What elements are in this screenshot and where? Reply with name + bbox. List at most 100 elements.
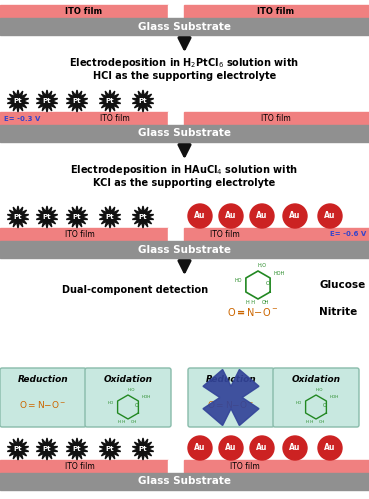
FancyBboxPatch shape <box>273 368 359 427</box>
Text: Glass Substrate: Glass Substrate <box>138 477 231 487</box>
Polygon shape <box>66 206 88 228</box>
Circle shape <box>250 436 274 460</box>
Circle shape <box>219 436 243 460</box>
Bar <box>168 228 184 241</box>
Text: H,O: H,O <box>316 388 323 392</box>
Polygon shape <box>7 206 29 228</box>
Text: OH: OH <box>131 420 137 424</box>
Bar <box>168 5 184 18</box>
Text: H,O: H,O <box>258 263 267 268</box>
Text: HO: HO <box>296 401 302 405</box>
Polygon shape <box>36 206 58 228</box>
Circle shape <box>250 204 274 228</box>
Text: Glucose: Glucose <box>319 280 365 290</box>
Bar <box>0 5 168 18</box>
Text: ITO film: ITO film <box>210 230 240 239</box>
Text: Au: Au <box>225 444 237 453</box>
Text: O$\mathbf{=}$N$-$O$^-$: O$\mathbf{=}$N$-$O$^-$ <box>227 306 279 318</box>
Polygon shape <box>7 438 29 460</box>
Text: HOH: HOH <box>330 395 339 399</box>
Text: Pt: Pt <box>139 446 147 452</box>
Bar <box>0 125 369 142</box>
Text: HCl as the supporting electrolyte: HCl as the supporting electrolyte <box>93 71 276 81</box>
Polygon shape <box>99 90 121 112</box>
Bar <box>0 241 369 258</box>
Polygon shape <box>66 438 88 460</box>
Text: ITO film: ITO film <box>230 462 260 471</box>
Text: E= -0.3 V: E= -0.3 V <box>4 115 40 121</box>
Polygon shape <box>132 90 154 112</box>
Text: OH: OH <box>261 300 269 305</box>
Text: HOH: HOH <box>142 395 151 399</box>
Polygon shape <box>7 90 29 112</box>
Text: Au: Au <box>225 212 237 221</box>
Text: Reduction: Reduction <box>206 376 256 385</box>
Polygon shape <box>132 438 154 460</box>
Bar <box>0 460 168 473</box>
Text: ITO film: ITO film <box>261 114 291 123</box>
Bar <box>184 228 369 241</box>
Text: OH: OH <box>319 420 325 424</box>
Text: Pt: Pt <box>14 98 22 104</box>
Polygon shape <box>203 369 259 426</box>
Text: HOH: HOH <box>274 271 285 276</box>
Text: Nitrite: Nitrite <box>319 307 357 317</box>
Text: Reduction: Reduction <box>18 376 68 385</box>
Text: ITO film: ITO film <box>100 114 130 123</box>
Text: H,O: H,O <box>128 388 135 392</box>
Text: Au: Au <box>289 212 301 221</box>
Circle shape <box>188 204 212 228</box>
Text: ITO film: ITO film <box>65 462 95 471</box>
Text: Pt: Pt <box>14 214 22 220</box>
Text: ITO film: ITO film <box>65 230 95 239</box>
Text: H H: H H <box>118 420 125 424</box>
FancyBboxPatch shape <box>85 368 171 427</box>
Text: Au: Au <box>194 212 206 221</box>
Bar <box>184 5 369 18</box>
Text: O$=$N$-$O$^-$: O$=$N$-$O$^-$ <box>207 400 255 411</box>
Text: Pt: Pt <box>139 98 147 104</box>
Polygon shape <box>36 90 58 112</box>
FancyBboxPatch shape <box>188 368 274 427</box>
Circle shape <box>283 436 307 460</box>
Text: Pt: Pt <box>43 214 51 220</box>
Bar <box>0 18 369 35</box>
Circle shape <box>188 436 212 460</box>
Text: Pt: Pt <box>106 446 114 452</box>
Circle shape <box>219 204 243 228</box>
Text: Au: Au <box>289 444 301 453</box>
Text: Au: Au <box>324 444 336 453</box>
Text: ITO film: ITO film <box>65 7 103 16</box>
Text: Pt: Pt <box>106 214 114 220</box>
Text: Glass Substrate: Glass Substrate <box>138 129 231 139</box>
Text: Au: Au <box>194 444 206 453</box>
Text: Electrodeposition in HAuCl$_4$ solution with: Electrodeposition in HAuCl$_4$ solution … <box>70 163 299 177</box>
Text: Pt: Pt <box>43 98 51 104</box>
Text: Glass Substrate: Glass Substrate <box>138 21 231 31</box>
FancyBboxPatch shape <box>0 368 86 427</box>
Text: HO: HO <box>235 278 242 283</box>
Text: Oxidation: Oxidation <box>103 376 152 385</box>
Text: Au: Au <box>256 444 268 453</box>
Polygon shape <box>99 438 121 460</box>
Text: ITO film: ITO film <box>258 7 294 16</box>
Polygon shape <box>99 206 121 228</box>
Bar <box>0 473 369 490</box>
Text: Pt: Pt <box>43 446 51 452</box>
Text: O$=$N$-$O$^-$: O$=$N$-$O$^-$ <box>19 400 67 411</box>
Text: O: O <box>266 281 270 286</box>
Polygon shape <box>66 90 88 112</box>
Circle shape <box>318 204 342 228</box>
Text: Pt: Pt <box>73 214 81 220</box>
Text: Electrodeposition in H$_2$PtCl$_6$ solution with: Electrodeposition in H$_2$PtCl$_6$ solut… <box>69 56 300 70</box>
Bar <box>184 460 369 473</box>
Text: Pt: Pt <box>73 98 81 104</box>
Text: E= -0.6 V: E= -0.6 V <box>330 232 366 238</box>
Text: H H: H H <box>246 300 255 305</box>
Text: Pt: Pt <box>14 446 22 452</box>
Polygon shape <box>132 206 154 228</box>
Bar <box>0 112 168 125</box>
Text: O: O <box>323 403 326 408</box>
Text: Pt: Pt <box>139 214 147 220</box>
Text: Oxidation: Oxidation <box>292 376 341 385</box>
